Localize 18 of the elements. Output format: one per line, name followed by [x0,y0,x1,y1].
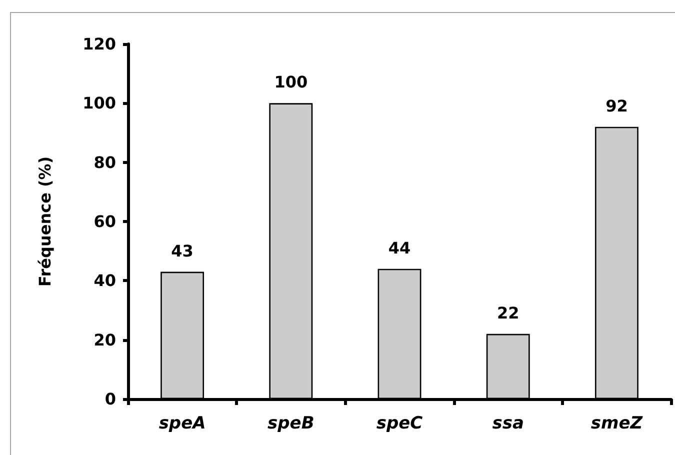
data-label: 92 [606,96,628,116]
y-tick-label: 40 [94,271,116,290]
x-tick-label: speA [158,414,206,434]
data-label: 44 [388,238,411,258]
data-label: 22 [496,303,520,322]
data-label: 100 [274,72,308,92]
x-tick-label: ssa [492,414,524,434]
y-tick-label: 0 [104,390,116,408]
x-tick-label: speB [268,414,314,434]
y-axis-title: Fréquence (%) [36,156,54,287]
y-tick-label: 120 [82,34,116,54]
y-tick-label: 20 [94,330,116,350]
x-tick-label: speC [376,414,424,434]
y-tick-label: 100 [82,94,116,113]
x-tick-label: smeZ [590,414,644,434]
y-tick-label: 80 [94,152,116,172]
data-label: 43 [171,241,194,260]
y-tick-label: 60 [94,212,116,231]
